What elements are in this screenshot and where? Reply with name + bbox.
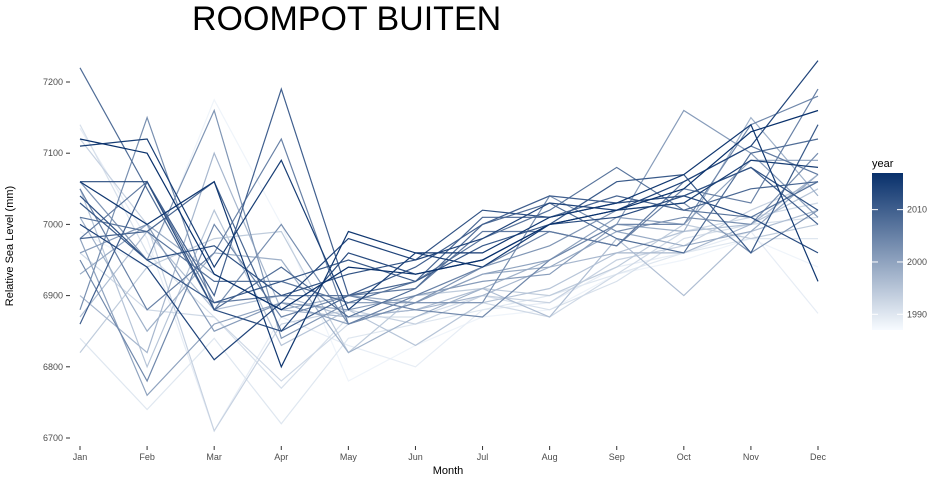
series-line-1988 [79, 98, 819, 382]
y-tick-label: 7000 [43, 219, 63, 229]
series-line-2016 [79, 123, 819, 369]
series-line-1995 [79, 188, 819, 369]
series-line-2004 [79, 95, 819, 383]
series-line-1990 [79, 238, 818, 425]
x-tick-label-dec: Dec [810, 452, 827, 462]
legend-colorbar [872, 173, 903, 330]
x-tick-label-oct: Oct [677, 452, 692, 462]
x-tick-label-jul: Jul [477, 452, 489, 462]
series-line-2017 [79, 109, 819, 311]
x-tick-label-sep: Sep [609, 452, 625, 462]
y-tick-label: 6800 [43, 362, 63, 372]
y-tick-label: 7100 [43, 148, 63, 158]
x-tick-label-mar: Mar [206, 452, 222, 462]
y-axis: 6700 6800 6900 7000 7100 7200 [43, 77, 70, 443]
y-tick-label: 6900 [43, 291, 63, 301]
chart-title: ROOMPOT BUITEN [192, 0, 501, 38]
color-legend: year 1990 2000 2010 [872, 158, 927, 330]
series-line-2014 [79, 60, 819, 361]
x-tick-label-feb: Feb [139, 452, 155, 462]
series-line-2015 [79, 138, 819, 311]
x-tick-label-jan: Jan [73, 452, 88, 462]
legend-tick-label: 2000 [907, 257, 927, 267]
y-tick-label: 6700 [43, 433, 63, 443]
x-tick-label-aug: Aug [542, 452, 558, 462]
legend-ticks: 1990 2000 2010 [872, 205, 927, 319]
y-tick-label: 7200 [43, 77, 63, 87]
series-line-1989 [79, 127, 819, 433]
series-line-2001 [79, 109, 819, 332]
series-line-2012 [79, 166, 819, 297]
legend-title: year [872, 158, 894, 170]
x-axis: Jan Feb Mar Apr May Jun Jul Aug Sep Oct Nov Dec [73, 446, 827, 462]
series-line-1994 [79, 223, 819, 354]
series-line-2011 [79, 124, 819, 304]
x-tick-label-jun: Jun [408, 452, 423, 462]
x-tick-label-apr: Apr [274, 452, 288, 462]
x-tick-label-may: May [340, 452, 358, 462]
y-axis-label: Relative Sea Level (mm) [4, 186, 16, 306]
x-axis-label: Month [433, 465, 464, 477]
legend-tick-label: 2010 [907, 205, 927, 215]
series-lines [79, 60, 819, 433]
series-line-1996 [79, 209, 819, 318]
legend-tick-label: 1990 [907, 309, 927, 319]
series-line-1993 [79, 138, 819, 433]
x-tick-label-nov: Nov [743, 452, 760, 462]
